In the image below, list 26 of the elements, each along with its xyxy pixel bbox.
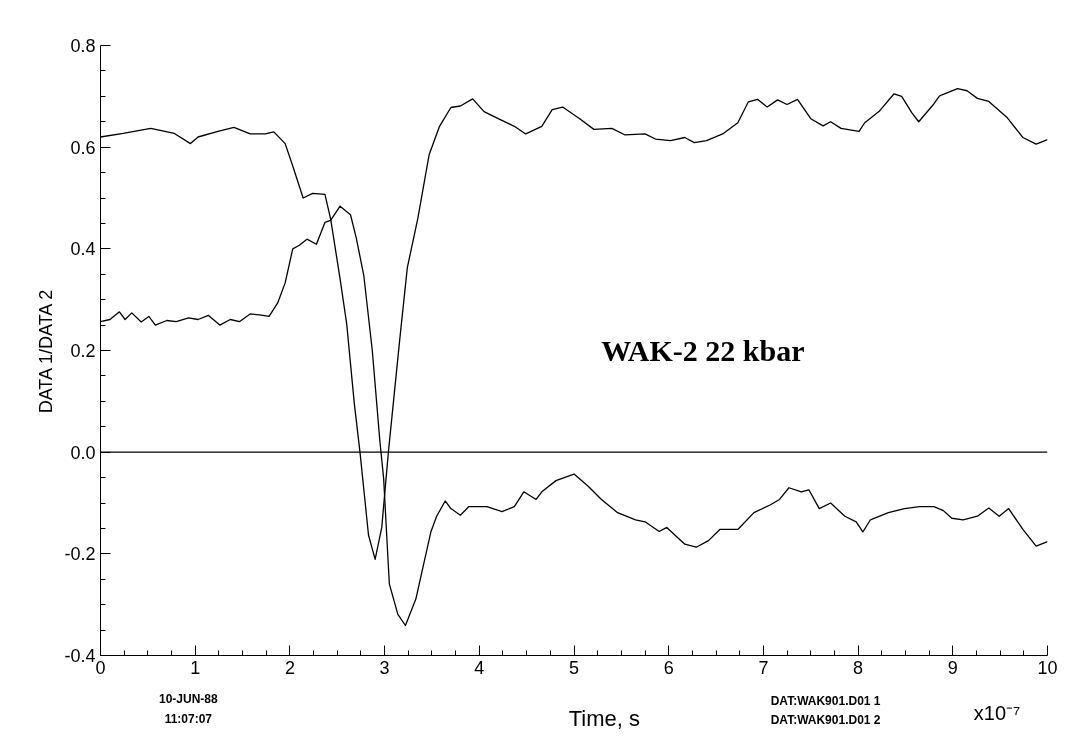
- y-tick-label: 0.6: [70, 137, 96, 158]
- x-tick-label: 2: [284, 657, 295, 678]
- y-tick-label: -0.4: [64, 646, 96, 666]
- y-tick-label: 0.2: [70, 341, 96, 361]
- x-tick-label: 7: [758, 657, 769, 678]
- x-tick-label: 8: [853, 657, 864, 678]
- x-tick-label: 0: [95, 657, 106, 678]
- x-tick-label: 1: [190, 657, 201, 678]
- text: 11:07:07: [164, 711, 213, 726]
- text: x10⁻⁷: [973, 701, 1021, 724]
- y-tick-label: -0.2: [64, 544, 96, 565]
- x-tick-label: 9: [947, 657, 958, 678]
- text: DAT:WAK901.D01 2: [770, 713, 881, 728]
- y-tick-label: 0.8: [70, 36, 96, 56]
- y-axis-title: DATA 1/DATA 2: [36, 289, 57, 414]
- y-tick-label: 0.0: [70, 442, 96, 463]
- text: 10-JUN-88: [159, 691, 219, 706]
- y-tick-label: 0.4: [70, 239, 96, 260]
- x-tick-label: 3: [379, 657, 390, 678]
- text: DAT:WAK901.D01 1: [770, 693, 881, 708]
- annotation: WAK-2 22 kbar: [601, 334, 805, 367]
- x-tick-label: 6: [663, 657, 674, 678]
- x-axis-title: Time, s: [568, 706, 640, 731]
- x-tick-label: 10: [1037, 657, 1058, 678]
- x-tick-label: 5: [568, 657, 580, 678]
- x-tick-label: 4: [474, 657, 485, 678]
